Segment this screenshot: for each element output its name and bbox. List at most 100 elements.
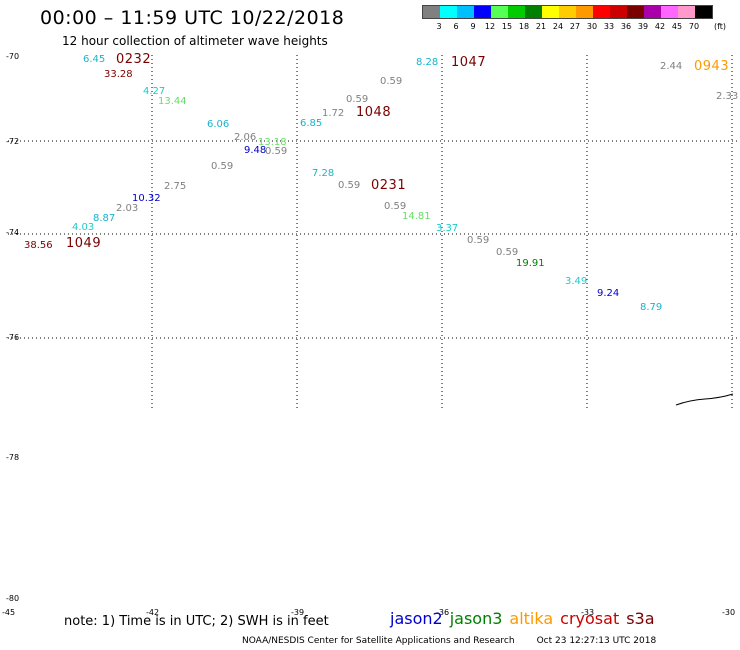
lat-label-74: -74 (6, 228, 20, 237)
wave-height-value: 6.06 (207, 119, 230, 130)
wave-height-value: 4.03 (72, 222, 95, 233)
legend-label: 33 (603, 22, 615, 31)
legend-label: 27 (569, 22, 581, 31)
wave-height-value: 0.59 (338, 180, 361, 191)
wave-height-value: 9.48 (244, 145, 267, 156)
legend-label: 21 (535, 22, 547, 31)
pass-time-label: 0231 (371, 178, 407, 193)
wave-height-value: 8.28 (416, 57, 439, 68)
wave-height-value: 7.28 (312, 168, 335, 179)
wave-height-value: 0.59 (467, 235, 490, 246)
legend-swatch (678, 6, 695, 18)
legend-labels: 3 6 9 12 15 18 21 24 27 30 33 36 39 42 45 70 (ft) (422, 19, 726, 31)
legend-label: 15 (501, 22, 513, 31)
footer-note: note: 1) Time is in UTC; 2) SWH is in fe… (64, 614, 329, 629)
legend-label: 30 (586, 22, 598, 31)
legend-swatches (422, 5, 713, 19)
wave-height-value: 6.45 (83, 54, 106, 65)
lat-label-70: -70 (6, 52, 20, 61)
legend-swatch (559, 6, 576, 18)
wave-height-value: 3.49 (565, 276, 588, 287)
satellite-name: jason2 (390, 609, 443, 628)
pass-time-label: 0232 (116, 52, 152, 67)
wave-height-value: 1.72 (322, 108, 345, 119)
lat-label-78: -78 (6, 453, 20, 462)
generated-timestamp: Oct 23 12:27:13 UTC 2018 (536, 636, 657, 646)
lat-label-76: -76 (6, 333, 20, 342)
wave-height-value: 38.56 (24, 240, 53, 251)
lon-label-45: -45 (2, 608, 16, 617)
wave-height-value: 8.87 (93, 213, 116, 224)
legend-swatch (491, 6, 508, 18)
wave-height-value: 13.44 (158, 96, 187, 107)
lon-label-39: -39 (291, 608, 305, 617)
wave-height-value: 19.91 (516, 258, 545, 269)
wave-height-value: 13.18 (258, 137, 287, 148)
legend-label: 18 (518, 22, 530, 31)
wave-height-value: 2.44 (660, 61, 683, 72)
legend-label: 9 (470, 22, 476, 31)
pass-time-label: 1049 (66, 236, 102, 251)
legend-swatch (508, 6, 525, 18)
footer-credit: NOAA/NESDIS Center for Satellite Applica… (242, 636, 656, 646)
wave-height-value: 0.59 (265, 146, 288, 157)
legend-swatch (695, 6, 712, 18)
legend-swatch (593, 6, 610, 18)
wave-height-value: 2.06 (234, 132, 257, 143)
lat-label-80: -80 (6, 594, 20, 603)
legend-label: 3 (436, 22, 442, 31)
legend-label: 70 (688, 22, 700, 31)
legend-label: 45 (671, 22, 683, 31)
legend-swatch (423, 6, 440, 18)
legend-label: 39 (637, 22, 649, 31)
legend-swatch (576, 6, 593, 18)
legend-swatch (610, 6, 627, 18)
satellite-name: jason3 (449, 609, 503, 628)
legend-swatch (661, 6, 678, 18)
wave-height-value: 0.59 (380, 76, 403, 87)
legend-swatch (474, 6, 491, 18)
legend-swatch (525, 6, 542, 18)
wave-height-value: 6.85 (300, 118, 323, 129)
legend-swatch (627, 6, 644, 18)
wave-height-value: 9.24 (597, 288, 620, 299)
graticule (8, 55, 740, 408)
lat-label-72: -72 (6, 137, 20, 146)
legend-swatch (457, 6, 474, 18)
wave-height-value: 3.37 (436, 223, 459, 234)
legend-swatch (644, 6, 661, 18)
wave-height-value: 0.59 (211, 161, 234, 172)
wave-height-value: 10.32 (132, 193, 161, 204)
satellite-name: altika (509, 609, 554, 628)
wave-height-value: 4.27 (143, 86, 166, 97)
wave-height-value: 0.59 (496, 247, 519, 258)
legend-unit: (ft) (714, 22, 727, 31)
legend-label: 42 (654, 22, 666, 31)
legend-swatch (542, 6, 559, 18)
lon-label-36: -36 (436, 608, 450, 617)
legend-swatch (440, 6, 457, 18)
satellite-name: s3a (626, 609, 655, 628)
wave-height-value: 8.79 (640, 302, 663, 313)
pass-time-label: 0943 (694, 59, 730, 74)
map-subtitle: 12 hour collection of altimeter wave hei… (62, 34, 328, 48)
lon-label-30: -30 (722, 608, 736, 617)
lon-label-42: -42 (146, 608, 160, 617)
wave-height-value: 14.81 (402, 211, 431, 222)
wave-height-value: 0.59 (346, 94, 369, 105)
map-title: 00:00 – 11:59 UTC 10/22/2018 (40, 7, 345, 29)
wave-height-value: 2.75 (164, 181, 187, 192)
wave-height-value: 2.33 (716, 91, 739, 102)
legend-label: 24 (552, 22, 564, 31)
pass-time-label: 1047 (451, 55, 487, 70)
legend-label: 6 (453, 22, 459, 31)
pass-time-label: 1048 (356, 105, 392, 120)
legend-label: 36 (620, 22, 632, 31)
legend-label: 12 (484, 22, 496, 31)
satellite-legend: jason2 jason3 altika cryosat s3a (390, 609, 662, 628)
satellite-name: cryosat (560, 609, 620, 628)
wave-height-value: 0.59 (384, 201, 407, 212)
coastline (675, 393, 734, 406)
credit-text: NOAA/NESDIS Center for Satellite Applica… (242, 636, 515, 646)
